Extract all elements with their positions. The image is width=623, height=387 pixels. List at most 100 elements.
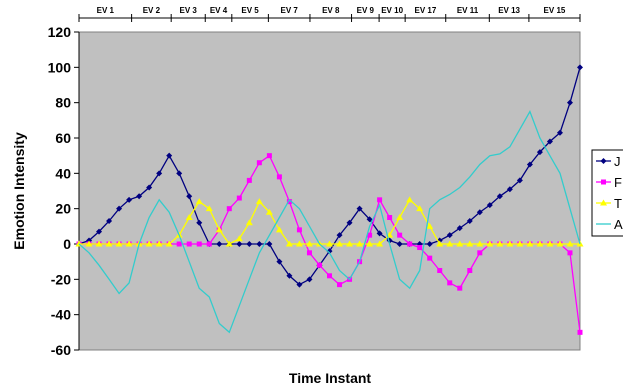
y-tick-label: 20 bbox=[55, 201, 71, 217]
y-tick-label: -60 bbox=[51, 342, 71, 358]
data-point bbox=[426, 222, 434, 229]
data-point bbox=[577, 64, 583, 71]
data-point bbox=[366, 240, 374, 247]
event-label: EV 11 bbox=[457, 6, 479, 15]
legend-label: A bbox=[614, 217, 623, 232]
data-point bbox=[285, 240, 293, 247]
data-point bbox=[125, 240, 133, 247]
data-point bbox=[516, 240, 524, 247]
data-point bbox=[346, 219, 353, 226]
event-label: EV 13 bbox=[498, 6, 520, 15]
data-point bbox=[426, 241, 433, 247]
data-point bbox=[286, 199, 292, 205]
legend-label: T bbox=[614, 196, 622, 211]
data-point bbox=[115, 240, 123, 247]
data-point bbox=[416, 205, 424, 212]
data-point bbox=[85, 240, 93, 247]
data-point bbox=[417, 245, 423, 251]
y-tick-label: 0 bbox=[63, 236, 71, 252]
data-point bbox=[446, 240, 454, 247]
data-point bbox=[566, 240, 574, 247]
series-T bbox=[75, 196, 584, 247]
data-point bbox=[256, 160, 262, 166]
data-point bbox=[466, 218, 473, 225]
data-point bbox=[456, 225, 463, 232]
data-point bbox=[486, 202, 493, 209]
plot-area bbox=[78, 31, 581, 351]
data-point bbox=[116, 205, 123, 212]
y-axis-title: Emotion Intensity bbox=[11, 132, 27, 250]
data-point bbox=[396, 241, 403, 247]
data-point bbox=[356, 205, 363, 212]
data-point bbox=[566, 99, 573, 106]
data-point bbox=[236, 241, 243, 247]
event-label: EV 7 bbox=[280, 6, 298, 15]
y-tick-label: 40 bbox=[55, 165, 71, 181]
data-point bbox=[316, 262, 322, 268]
y-tick-label: 80 bbox=[55, 95, 71, 111]
event-label: EV 8 bbox=[322, 6, 340, 15]
data-point bbox=[136, 193, 143, 200]
data-point bbox=[536, 149, 543, 156]
data-point bbox=[486, 240, 494, 247]
data-point bbox=[526, 161, 533, 168]
series-layer bbox=[75, 64, 584, 335]
data-point bbox=[477, 250, 483, 256]
data-point bbox=[276, 258, 283, 265]
data-point bbox=[516, 177, 523, 184]
data-point bbox=[567, 250, 573, 256]
data-point bbox=[265, 208, 273, 215]
data-point bbox=[306, 250, 312, 256]
data-point bbox=[176, 170, 183, 177]
data-point bbox=[326, 248, 333, 255]
legend-box bbox=[591, 149, 623, 237]
legend-label: F bbox=[614, 175, 622, 190]
data-point bbox=[106, 218, 113, 225]
event-label: EV 3 bbox=[180, 6, 198, 15]
data-point bbox=[397, 232, 403, 238]
data-point bbox=[326, 240, 333, 247]
data-point bbox=[296, 281, 303, 288]
data-point bbox=[305, 240, 313, 247]
data-point bbox=[556, 240, 564, 247]
data-point bbox=[196, 241, 202, 247]
data-point bbox=[556, 129, 563, 136]
data-point bbox=[186, 193, 193, 200]
data-point bbox=[126, 196, 133, 203]
data-point bbox=[376, 230, 383, 237]
y-tick-label: 60 bbox=[55, 130, 71, 146]
event-label: EV 1 bbox=[97, 6, 115, 15]
data-point bbox=[176, 241, 182, 247]
data-point bbox=[205, 205, 213, 212]
data-point bbox=[156, 170, 163, 177]
data-point bbox=[165, 240, 173, 247]
data-point bbox=[476, 240, 484, 247]
series-J bbox=[76, 64, 583, 288]
data-point bbox=[406, 196, 414, 203]
data-point bbox=[506, 240, 514, 247]
event-label: EV 9 bbox=[357, 6, 375, 15]
data-point bbox=[366, 216, 373, 223]
event-label: EV 2 bbox=[143, 6, 161, 15]
data-point bbox=[387, 215, 393, 220]
data-point bbox=[276, 174, 282, 180]
data-point bbox=[577, 329, 583, 335]
data-point bbox=[457, 285, 463, 291]
data-point bbox=[427, 255, 433, 261]
data-point bbox=[216, 241, 223, 247]
data-point bbox=[166, 152, 173, 159]
legend-label: J bbox=[614, 154, 621, 169]
data-point bbox=[246, 177, 252, 183]
data-point bbox=[236, 195, 242, 201]
data-point bbox=[96, 228, 103, 235]
data-point bbox=[105, 240, 113, 247]
y-tick-label: -20 bbox=[51, 271, 71, 287]
data-point bbox=[446, 232, 453, 239]
data-point bbox=[356, 240, 364, 247]
data-point bbox=[407, 241, 413, 247]
data-point bbox=[225, 240, 233, 247]
data-point bbox=[377, 197, 383, 203]
data-point bbox=[185, 214, 193, 220]
data-point bbox=[296, 227, 302, 233]
data-point bbox=[146, 184, 153, 191]
